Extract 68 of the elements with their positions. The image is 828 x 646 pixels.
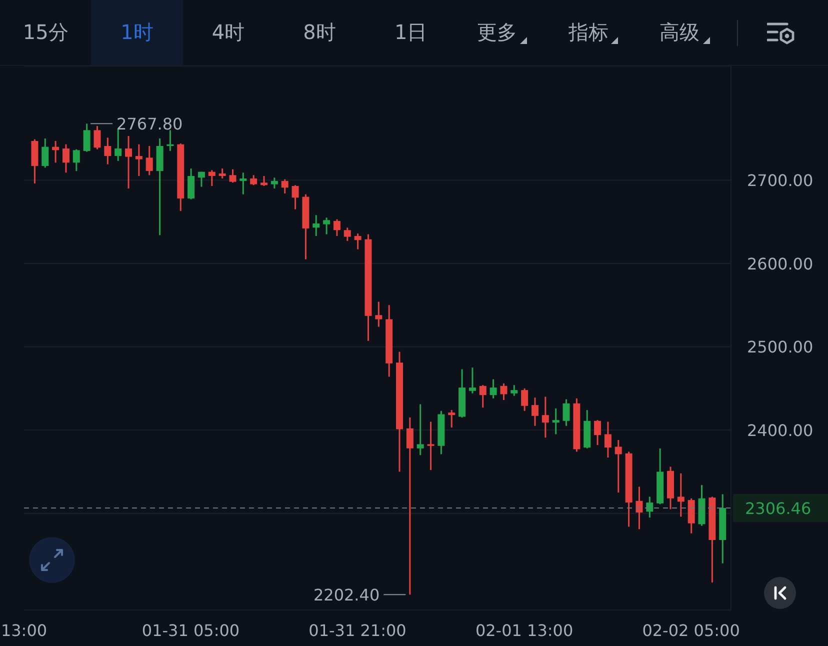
- candlestick: [448, 409, 456, 428]
- x-tick-label: 01-31 05:00: [142, 621, 240, 640]
- y-tick-label: 2400.00: [747, 420, 814, 440]
- y-tick-label: 2600.00: [747, 254, 814, 273]
- candlestick: [614, 439, 622, 494]
- candlestick: [510, 384, 518, 397]
- candlestick: [344, 226, 351, 242]
- candlestick: [125, 135, 132, 190]
- candlestick: [688, 498, 695, 534]
- candlestick: [531, 396, 538, 427]
- text: 指标: [568, 19, 608, 46]
- candlestick: [490, 378, 497, 400]
- candlestick: [218, 168, 226, 180]
- annotation: 2767.80: [116, 114, 183, 134]
- candlestick: [646, 496, 654, 518]
- ref-line-label: 2306.46: [745, 498, 812, 518]
- candlestick: [552, 408, 560, 435]
- candlestick: [521, 388, 528, 412]
- candlestick: [240, 172, 247, 196]
- candlestick: [135, 144, 142, 177]
- candlestick: [479, 384, 486, 408]
- candlestick: [94, 125, 101, 150]
- y-tick-label: 2700.00: [747, 170, 814, 190]
- candlestick: [354, 232, 362, 250]
- text: 更多: [477, 19, 518, 46]
- candlestick: [208, 169, 216, 187]
- candlestick: [636, 486, 643, 530]
- candlestick: [281, 178, 288, 194]
- candlestick: [292, 184, 299, 210]
- candlestick: [42, 138, 49, 168]
- candlestick: [72, 148, 80, 172]
- candlestick: [229, 168, 236, 184]
- candlestick: [146, 145, 153, 176]
- candlestick: [104, 136, 112, 166]
- x-tick-label: 13:00: [0, 621, 48, 640]
- candlestick: [604, 420, 612, 458]
- candlestick: [375, 301, 382, 328]
- x-tick-label: 01-31 21:00: [308, 621, 406, 640]
- candlestick: [52, 140, 60, 164]
- text: 15分: [22, 19, 68, 46]
- text: 4时: [212, 19, 245, 46]
- candlestick: [250, 174, 258, 186]
- candlestick: [468, 366, 476, 394]
- candlestick: [677, 472, 684, 518]
- candlestick: [312, 214, 320, 237]
- x-tick-label: 02-01 13:00: [475, 621, 574, 640]
- text: 1时: [120, 19, 154, 46]
- candlestick: [62, 144, 70, 174]
- candlestick: [270, 176, 278, 190]
- x-tick-label: 02-02 05:00: [642, 621, 740, 640]
- candlestick: [333, 218, 340, 237]
- candlestick: [406, 416, 414, 596]
- candlestick: [542, 396, 549, 438]
- text: 高级: [660, 19, 700, 46]
- y-tick-label: 2500.00: [747, 337, 814, 356]
- candlestick: [594, 419, 602, 446]
- annotation: 2202.40: [313, 585, 380, 604]
- candlestick: [323, 216, 330, 236]
- text: 1日: [394, 19, 428, 46]
- candlestick: [83, 122, 90, 153]
- candlestick: [416, 403, 424, 456]
- candlestick: [198, 171, 205, 188]
- candlestick: [188, 168, 195, 200]
- candlestick: [500, 382, 508, 401]
- candlestick: [260, 175, 268, 187]
- candlestick: [427, 420, 434, 471]
- text: 8时: [303, 19, 336, 46]
- candlestick: [562, 398, 570, 427]
